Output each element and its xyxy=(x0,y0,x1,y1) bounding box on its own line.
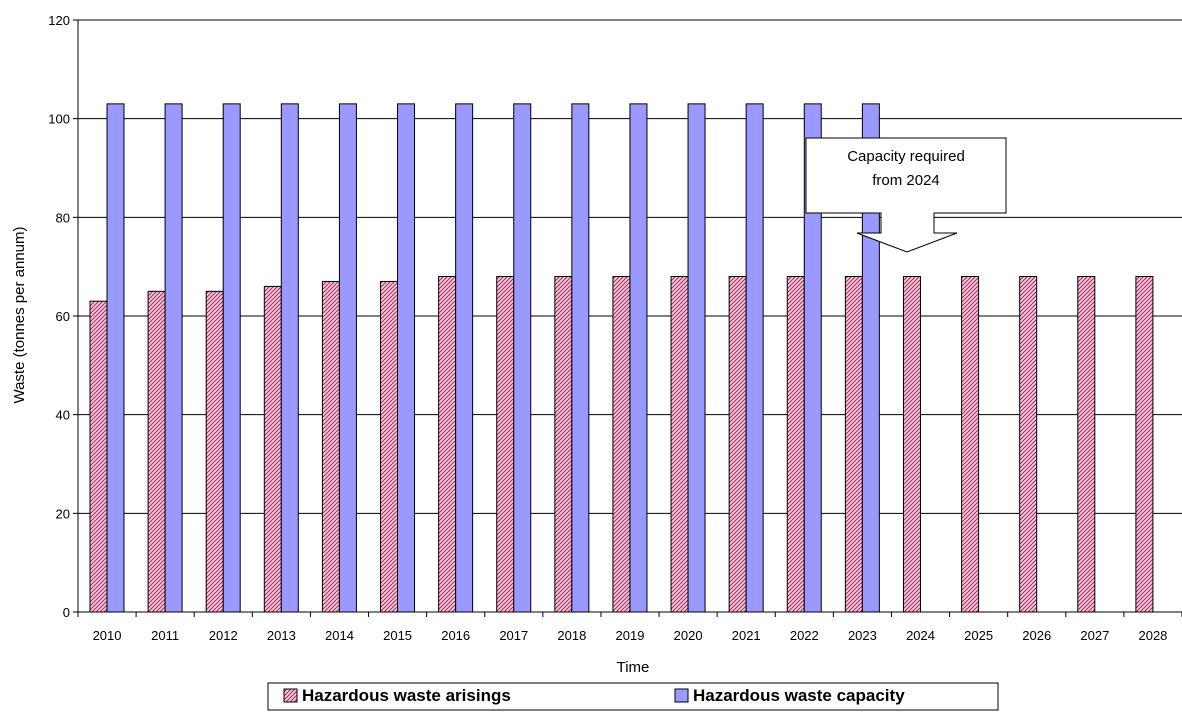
x-tick-label-2013: 2013 xyxy=(267,628,296,643)
x-tick-label-2028: 2028 xyxy=(1138,628,1167,643)
x-tick-label-2023: 2023 xyxy=(848,628,877,643)
y-tick-label-40: 40 xyxy=(56,408,70,423)
bar-hazardous-waste-arisings-2016 xyxy=(438,276,457,613)
x-tick-label-2021: 2021 xyxy=(732,628,761,643)
bar-hazardous-waste-arisings-2022 xyxy=(786,276,805,613)
y-tick-label-100: 100 xyxy=(48,112,70,127)
bar-hazardous-waste-capacity-2021 xyxy=(745,103,764,613)
bar-hazardous-waste-capacity-2017 xyxy=(513,103,532,613)
annotation-callout: Capacity required from 2024 xyxy=(805,137,1007,253)
y-axis-title: Waste (tonnes per annum) xyxy=(11,226,28,403)
y-tick-label-0: 0 xyxy=(63,605,70,620)
x-tick-label-2017: 2017 xyxy=(499,628,528,643)
y-tick-label-60: 60 xyxy=(56,309,70,324)
x-tick-label-2022: 2022 xyxy=(790,628,819,643)
bar-hazardous-waste-capacity-2012 xyxy=(222,103,241,613)
bar-hazardous-waste-arisings-2018 xyxy=(554,276,573,613)
annotation-text-line-1: Capacity required xyxy=(847,148,965,165)
bar-hazardous-waste-capacity-2015 xyxy=(397,103,416,613)
x-tick-label-2019: 2019 xyxy=(616,628,645,643)
bar-hazardous-waste-capacity-2013 xyxy=(280,103,299,613)
bar-hazardous-waste-arisings-2025 xyxy=(961,276,980,613)
bar-hazardous-waste-capacity-2020 xyxy=(687,103,706,613)
bar-hazardous-waste-capacity-2019 xyxy=(629,103,648,613)
x-tick-labels: 2010 2011 2012 2013 2014 2015 2016 2017 2018 2019… xyxy=(77,612,1182,643)
bar-hazardous-waste-arisings-2013 xyxy=(263,285,282,613)
legend: Hazardous waste arisings Hazardous waste… xyxy=(267,682,999,711)
bar-hazardous-waste-arisings-2010 xyxy=(89,300,108,613)
x-axis-title: Time xyxy=(617,659,650,676)
bar-hazardous-waste-arisings-2028 xyxy=(1135,276,1154,613)
bar-hazardous-waste-arisings-2021 xyxy=(728,276,747,613)
x-tick-label-2016: 2016 xyxy=(441,628,470,643)
bar-hazardous-waste-capacity-2014 xyxy=(338,103,357,613)
annotation-callout-shape xyxy=(805,137,1007,253)
annotation-text-line-2: from 2024 xyxy=(872,172,940,189)
legend-label-arisings: Hazardous waste arisings xyxy=(302,686,511,705)
x-tick-label-2014: 2014 xyxy=(325,628,354,643)
bars xyxy=(89,103,1154,613)
x-tick-label-2027: 2027 xyxy=(1080,628,1109,643)
y-tick-label-20: 20 xyxy=(56,506,70,521)
bar-hazardous-waste-capacity-2010 xyxy=(106,103,125,613)
x-tick-label-2011: 2011 xyxy=(151,628,179,643)
legend-label-capacity: Hazardous waste capacity xyxy=(693,686,905,705)
x-tick-label-2020: 2020 xyxy=(674,628,703,643)
bar-hazardous-waste-capacity-2018 xyxy=(571,103,590,613)
x-tick-label-2025: 2025 xyxy=(964,628,993,643)
x-tick-label-2026: 2026 xyxy=(1022,628,1051,643)
x-tick-label-2015: 2015 xyxy=(383,628,412,643)
bar-hazardous-waste-arisings-2014 xyxy=(321,280,340,613)
y-tick-label-80: 80 xyxy=(56,210,70,225)
y-tick-labels: 0 20 40 60 80 100 120 xyxy=(48,13,78,620)
bar-hazardous-waste-arisings-2017 xyxy=(496,276,515,613)
x-tick-label-2010: 2010 xyxy=(93,628,122,643)
legend-frame xyxy=(267,682,999,711)
x-tick-label-2024: 2024 xyxy=(906,628,935,643)
bar-hazardous-waste-arisings-2011 xyxy=(147,290,166,613)
bar-hazardous-waste-arisings-2020 xyxy=(670,276,689,613)
legend-swatch-capacity xyxy=(674,688,689,703)
bar-hazardous-waste-capacity-2011 xyxy=(164,103,183,613)
x-tick-label-2012: 2012 xyxy=(209,628,238,643)
bar-hazardous-waste-arisings-2027 xyxy=(1077,276,1096,613)
bar-hazardous-waste-capacity-2016 xyxy=(455,103,474,613)
bar-hazardous-waste-arisings-2019 xyxy=(612,276,631,613)
bar-hazardous-waste-arisings-2024 xyxy=(902,276,921,613)
bar-hazardous-waste-arisings-2015 xyxy=(380,280,399,613)
y-tick-label-120: 120 xyxy=(48,13,70,28)
x-tick-label-2018: 2018 xyxy=(557,628,586,643)
bar-hazardous-waste-arisings-2026 xyxy=(1019,276,1038,613)
bar-hazardous-waste-arisings-2023 xyxy=(844,276,863,613)
legend-swatch-arisings xyxy=(283,688,298,703)
bar-hazardous-waste-arisings-2012 xyxy=(205,290,224,613)
